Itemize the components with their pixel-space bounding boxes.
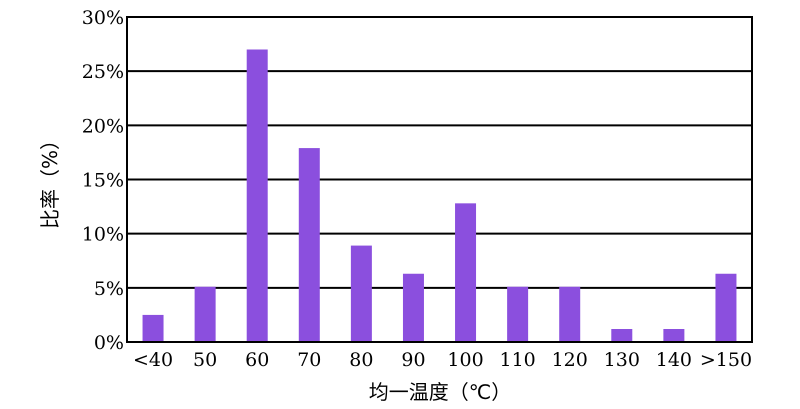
x-tick-label: 90 <box>401 349 425 371</box>
y-axis-title: 比率（%） <box>38 130 62 229</box>
bar <box>350 245 372 342</box>
y-tick-label: 0% <box>94 332 124 354</box>
y-tick-label: 20% <box>82 115 124 137</box>
bar <box>298 148 320 342</box>
x-axis-title: 均一温度（℃） <box>369 380 511 404</box>
plot-frame <box>126 16 753 343</box>
bar <box>455 203 477 342</box>
x-tick-label: 140 <box>656 349 692 371</box>
x-tick-label: 60 <box>245 349 269 371</box>
bar <box>507 286 529 342</box>
bar <box>194 286 216 342</box>
y-tick-label: 25% <box>82 61 124 83</box>
x-tick-label: 110 <box>499 349 535 371</box>
x-tick-label: 100 <box>447 349 483 371</box>
x-tick-label: 120 <box>552 349 588 371</box>
x-tick-label: 50 <box>193 349 217 371</box>
y-tick-label: 5% <box>94 278 124 300</box>
bar <box>402 273 424 342</box>
bars <box>142 49 737 342</box>
bar <box>663 329 685 342</box>
y-tick-labels: 0% 5% 10% 15% 20% 25% 30% <box>82 7 124 354</box>
y-tick-label: 10% <box>82 224 124 246</box>
y-tick-label: 15% <box>82 170 124 192</box>
bar <box>142 314 164 342</box>
x-tick-labels: <40 50 60 70 80 90 100 110 120 130 140 >150 <box>133 349 752 371</box>
bar <box>246 49 268 342</box>
bar <box>559 286 581 342</box>
bar <box>715 273 737 342</box>
bar <box>611 329 633 342</box>
x-tick-label: 70 <box>297 349 321 371</box>
y-tick-label: 30% <box>82 7 124 29</box>
x-tick-label: 80 <box>349 349 373 371</box>
x-tick-label: >150 <box>700 349 752 371</box>
x-tick-label: 130 <box>604 349 640 371</box>
gridlines <box>127 70 752 289</box>
x-tick-label: <40 <box>133 349 173 371</box>
